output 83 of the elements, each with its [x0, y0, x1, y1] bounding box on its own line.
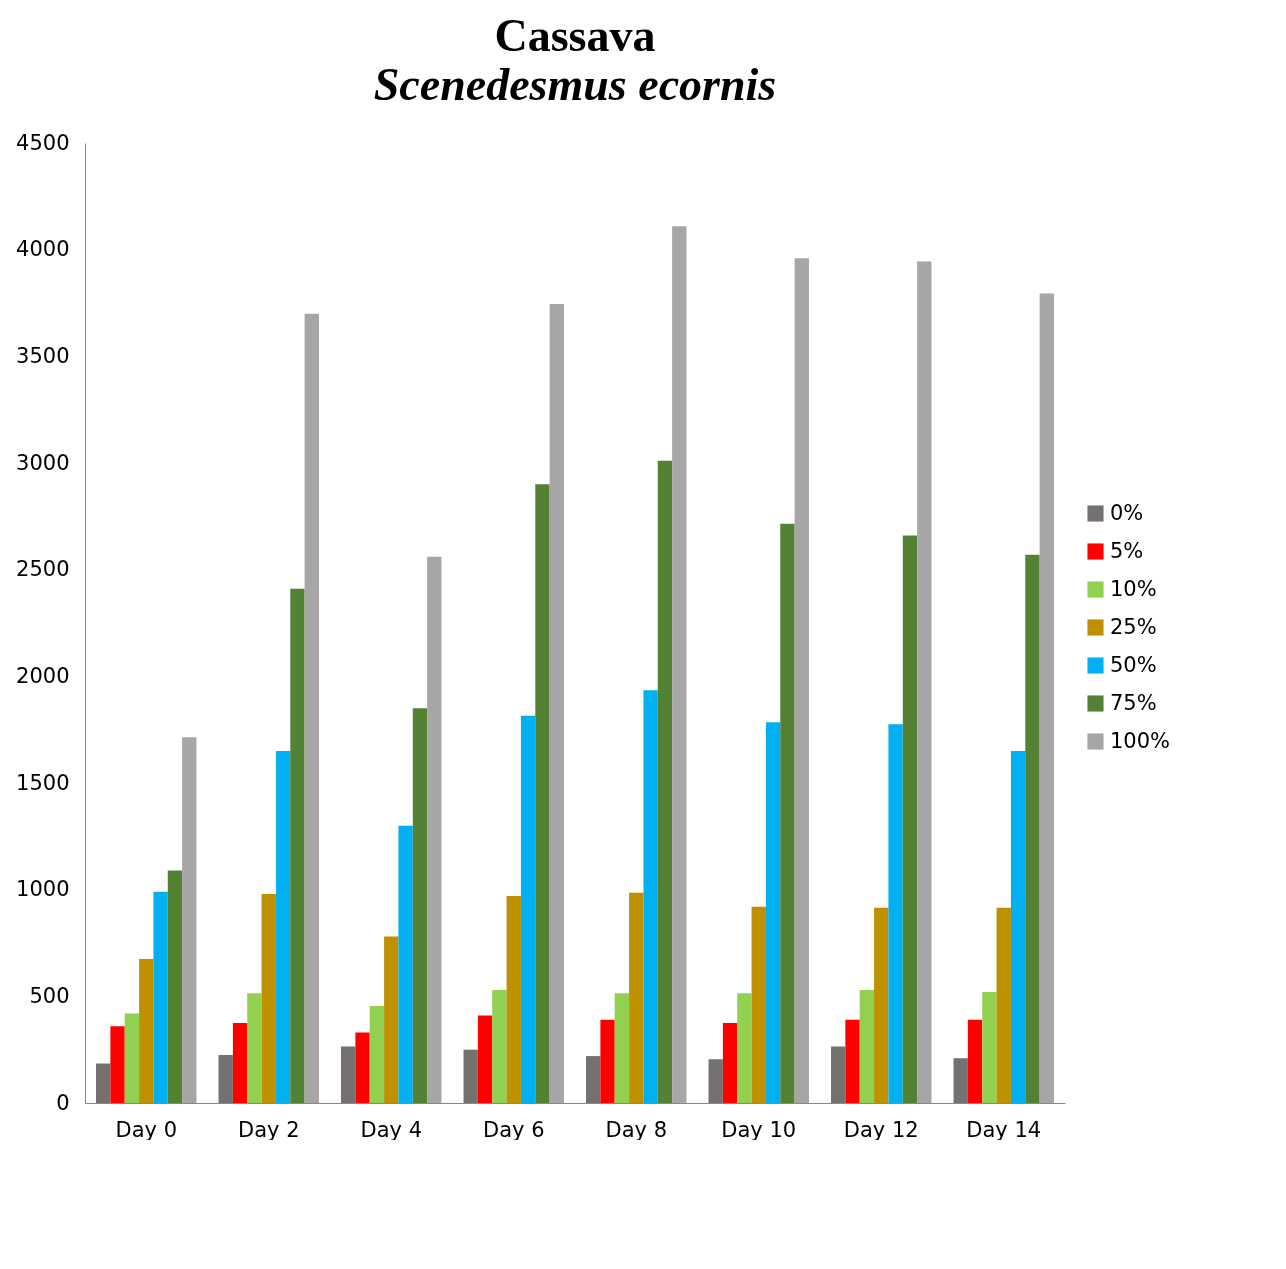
bar — [341, 1046, 356, 1103]
legend-label: 50% — [1110, 652, 1157, 677]
bar — [218, 1055, 233, 1103]
bar — [549, 304, 564, 1103]
x-tick-label: Day 14 — [966, 1117, 1042, 1142]
bar — [902, 535, 918, 1103]
bar — [139, 959, 154, 1103]
bar — [247, 993, 262, 1103]
x-tick-label: Day 6 — [482, 1117, 545, 1142]
legend-label: 100% — [1110, 728, 1171, 753]
x-tick-label: Day 0 — [115, 1117, 178, 1142]
x-tick-label: Day 12 — [843, 1117, 919, 1142]
bar — [427, 556, 442, 1103]
bar — [614, 993, 630, 1103]
bar — [657, 460, 673, 1103]
y-tick-label: 500 — [29, 983, 70, 1008]
bar — [722, 1023, 738, 1103]
bar — [953, 1058, 968, 1103]
bar — [355, 1032, 370, 1103]
y-tick-label: 4500 — [16, 130, 70, 155]
bar — [751, 906, 766, 1103]
bar — [535, 484, 550, 1103]
bar — [290, 588, 305, 1103]
x-tick-label: Day 8 — [605, 1117, 668, 1142]
y-tick-label: 0 — [56, 1090, 70, 1115]
y-tick-label: 4000 — [16, 237, 70, 262]
bar — [737, 993, 752, 1103]
bar — [520, 715, 536, 1103]
bar — [304, 313, 319, 1103]
bar — [506, 896, 521, 1103]
bar — [859, 989, 875, 1103]
bar — [167, 870, 183, 1103]
bar — [153, 891, 168, 1103]
bar — [629, 892, 644, 1103]
bar — [261, 893, 276, 1103]
bar — [780, 523, 795, 1103]
bar — [182, 737, 197, 1103]
bar — [888, 724, 903, 1103]
chart-title: Cassava — [494, 10, 656, 61]
bar — [765, 722, 781, 1103]
chart-subtitle: Scenedesmus ecornis — [373, 59, 777, 110]
y-tick-label: 2000 — [16, 663, 70, 688]
bar — [412, 708, 428, 1103]
bar — [232, 1023, 248, 1103]
legend-label: 75% — [1110, 690, 1157, 715]
bar — [982, 992, 997, 1103]
y-tick-label: 2500 — [16, 557, 70, 582]
bar — [275, 751, 291, 1103]
bar — [1025, 554, 1040, 1103]
bar — [967, 1019, 983, 1103]
bar — [369, 1005, 385, 1103]
bar — [398, 825, 413, 1103]
bar — [1039, 293, 1054, 1103]
legend-label: 5% — [1110, 538, 1144, 563]
bar — [643, 690, 658, 1103]
bar — [917, 261, 932, 1103]
bar — [1010, 751, 1026, 1103]
bar — [794, 258, 809, 1103]
bar — [463, 1049, 478, 1103]
bar — [96, 1063, 111, 1103]
legend-label: 25% — [1110, 614, 1157, 639]
bar — [492, 989, 507, 1103]
x-tick-label: Day 2 — [237, 1117, 300, 1142]
legend-label: 10% — [1110, 576, 1157, 601]
bar — [672, 226, 687, 1103]
bar — [874, 907, 889, 1103]
x-tick-label: Day 10 — [721, 1117, 797, 1142]
y-tick-label: 1000 — [16, 877, 70, 902]
bar — [477, 1015, 493, 1103]
bar — [384, 936, 399, 1103]
legend-label: 0% — [1110, 500, 1144, 525]
y-tick-label: 3000 — [16, 450, 70, 475]
bar — [996, 907, 1011, 1103]
bar — [586, 1056, 601, 1103]
bar — [708, 1059, 723, 1103]
bar — [124, 1013, 140, 1103]
bar — [110, 1026, 125, 1103]
x-tick-label: Day 4 — [360, 1117, 423, 1142]
bar — [600, 1019, 615, 1103]
y-tick-label: 1500 — [16, 770, 70, 795]
y-tick-label: 3500 — [16, 343, 70, 368]
bar — [831, 1046, 846, 1103]
bar — [845, 1019, 860, 1103]
